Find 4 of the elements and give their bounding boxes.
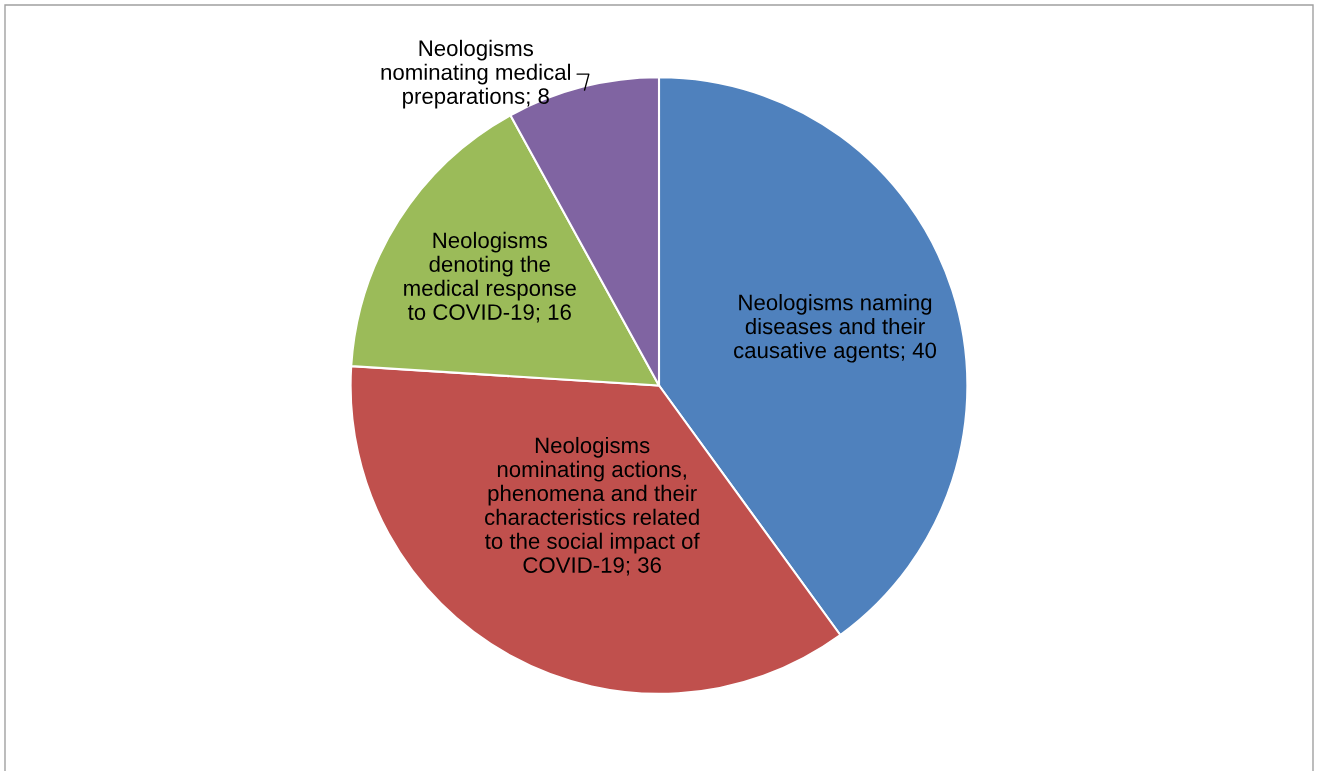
slice-label: Neologisms nominating medical preparations; 8 bbox=[381, 39, 571, 109]
slice-label: Neologisms naming diseases and their causative agents; 40 bbox=[734, 294, 937, 363]
slice-label: Neologisms denoting the medical response to COVID-19; 16 bbox=[404, 231, 576, 323]
slice-label: Neologisms nominating actions, phenomena and their characteristics related to the social impact of COVID-19; 36 bbox=[485, 436, 700, 576]
